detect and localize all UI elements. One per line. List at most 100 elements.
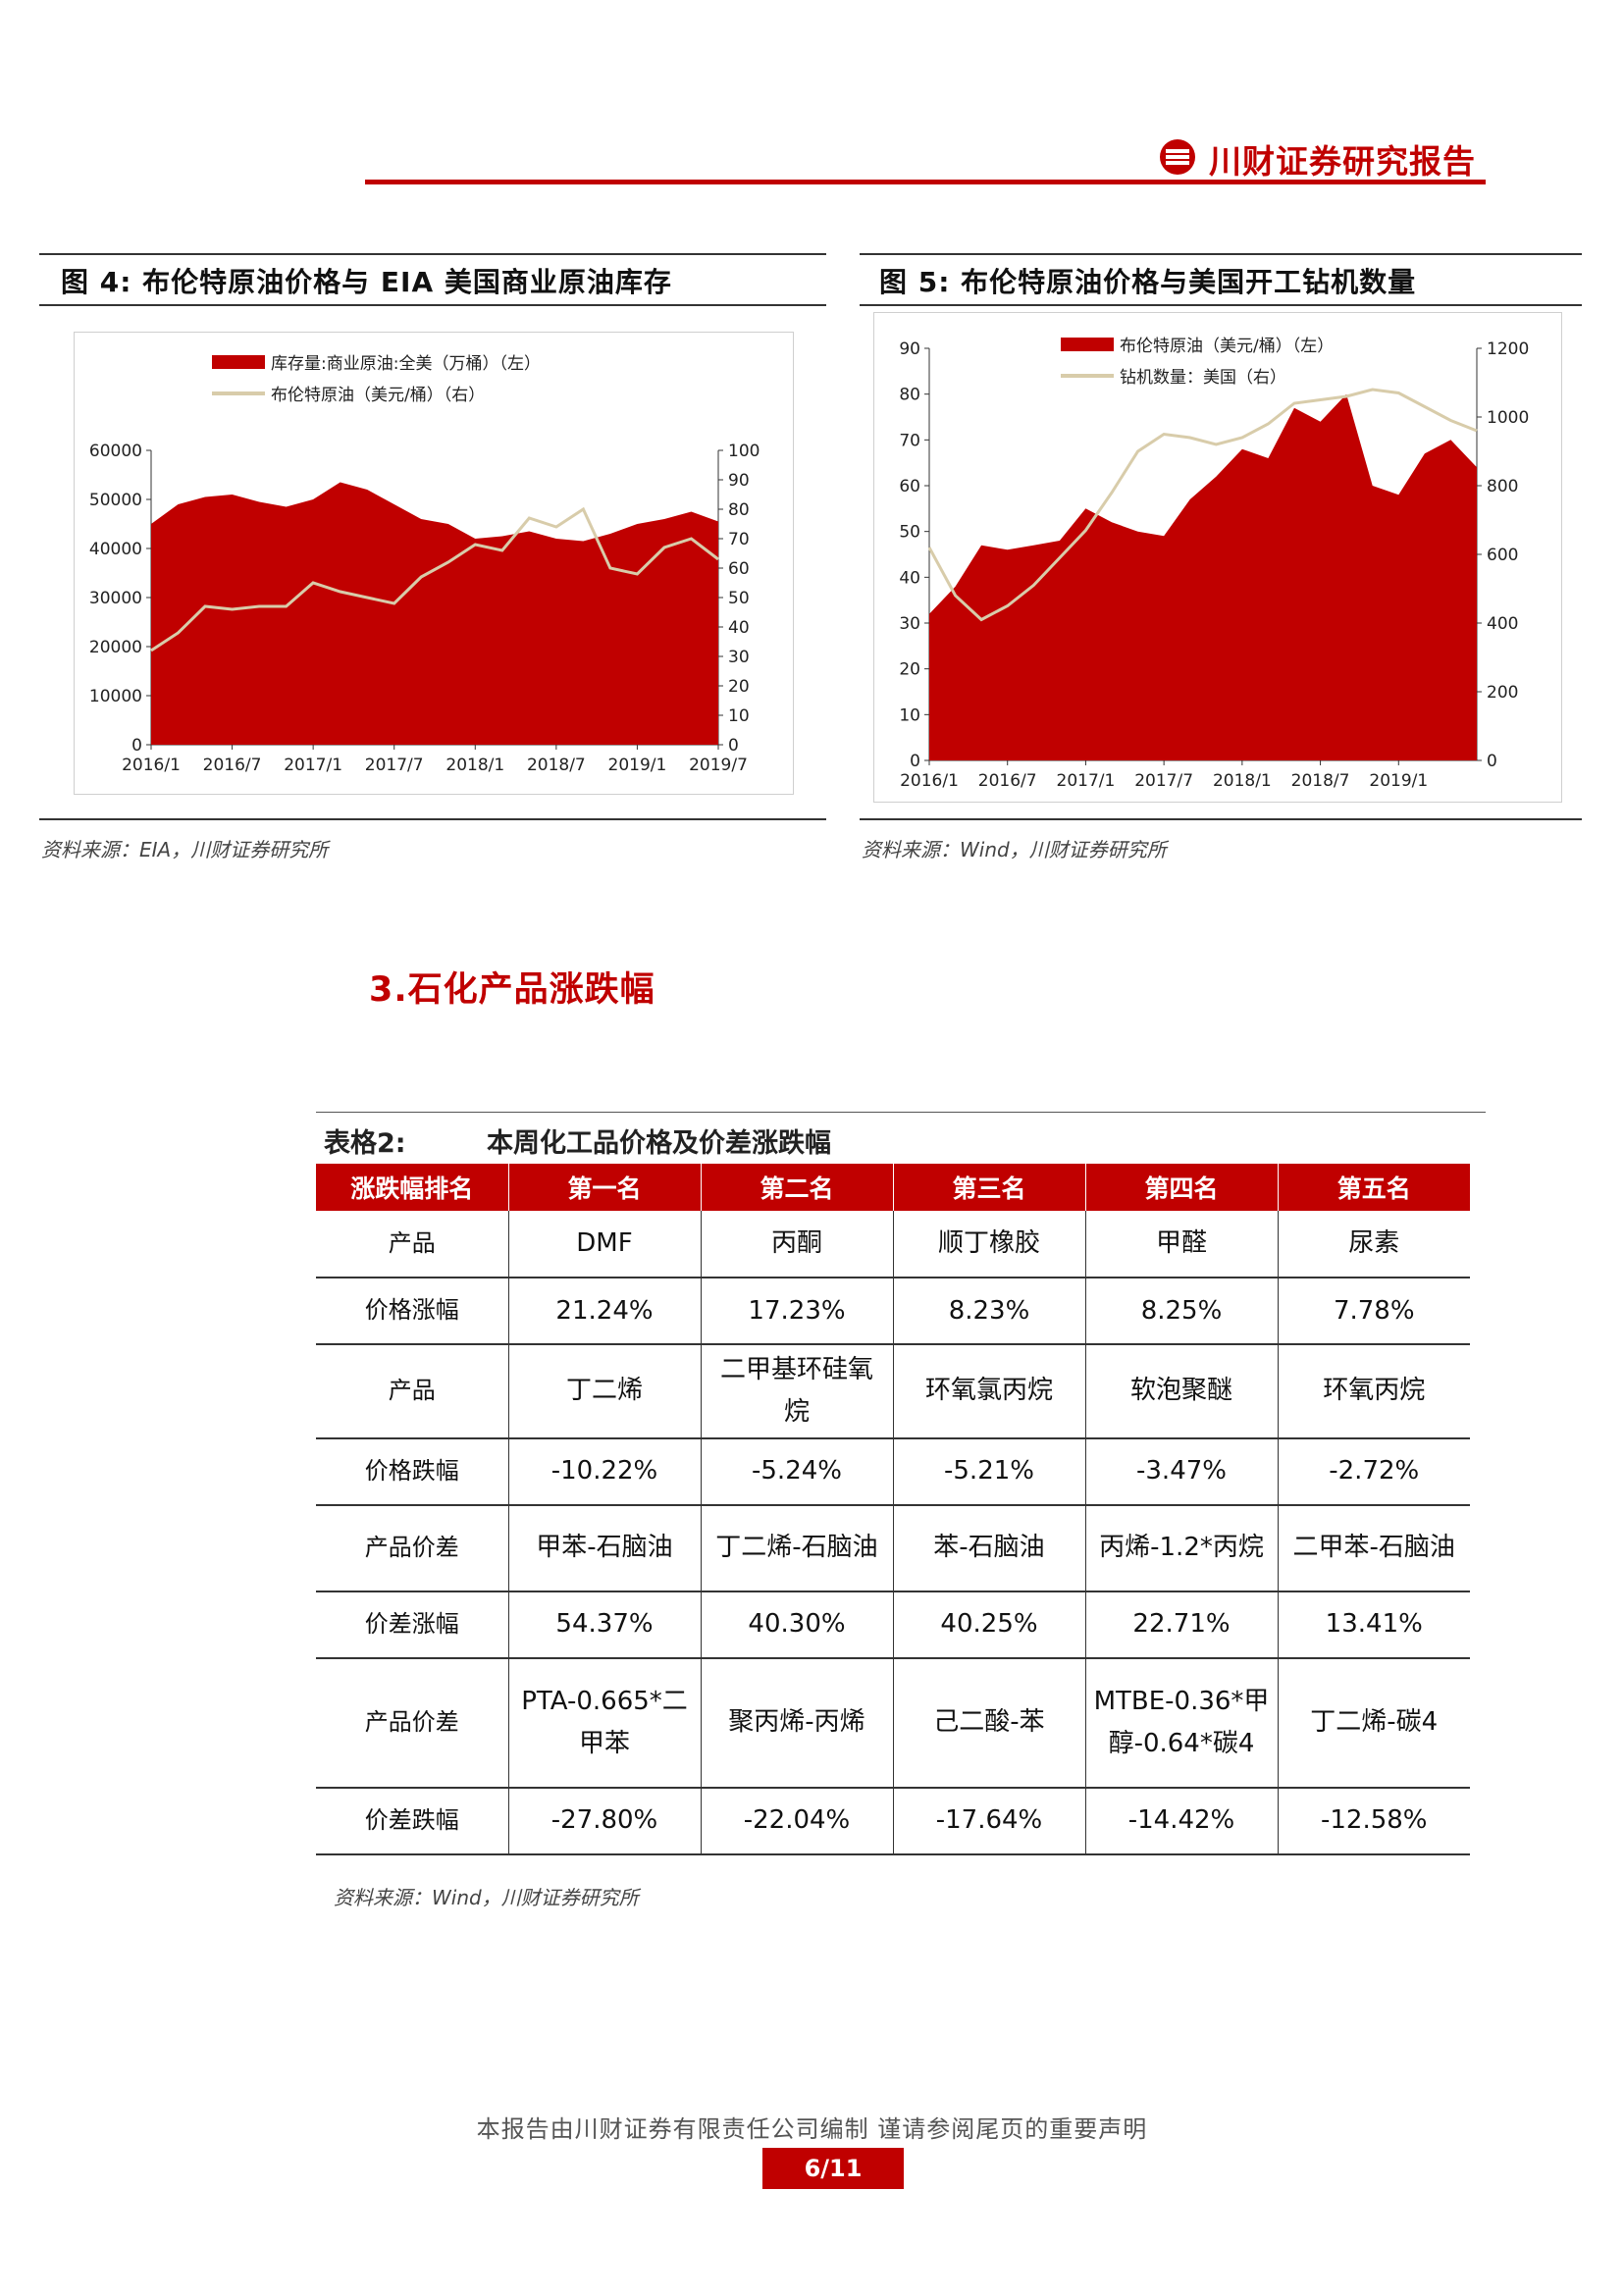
fig4-y-right-tick-label: 50 — [728, 589, 750, 608]
table-cell: 8.25% — [1085, 1278, 1279, 1345]
table-cell: -14.42% — [1085, 1787, 1279, 1855]
fig4-y-left-tick-label: 10000 — [89, 687, 142, 706]
fig4-top-line — [39, 253, 826, 255]
row-label: 产品 — [316, 1344, 509, 1439]
table-row: 价差涨幅 54.37% 40.30% 40.25% 22.71% 13.41% — [316, 1591, 1470, 1659]
fig5-legend-swatch — [1061, 338, 1114, 351]
fig5-y-left-tick-label: 50 — [899, 523, 920, 543]
table-cell: 环氧丙烷 — [1278, 1344, 1470, 1439]
fig5-legend-label: 布伦特原油（美元/桶）（左） — [1120, 337, 1334, 356]
fig4-chart-frame: 0 10000 20000 30000 40000 50000 60000 0 10 20 30 40… — [74, 332, 794, 795]
table-cell: 丁二烯-石脑油 — [701, 1504, 894, 1592]
fig5-top-line — [860, 253, 1582, 255]
fig4-x-tick-label: 2017/1 — [284, 756, 342, 775]
fig4-y-right-tick-label: 60 — [728, 559, 750, 579]
fig5-y-left-tick-label: 10 — [899, 705, 920, 725]
section-title: 3.石化产品涨跌幅 — [369, 970, 655, 1010]
fig4-y-left-tick-label: 50000 — [89, 491, 142, 510]
fig5-y-right-tick-label: 0 — [1487, 752, 1497, 771]
fig5-series-area — [929, 393, 1477, 760]
table-row: 价格跌幅 -10.22% -5.24% -5.21% -3.47% -2.72% — [316, 1437, 1470, 1506]
table-cell: 7.78% — [1278, 1278, 1470, 1345]
fig4-x-tick-label: 2018/7 — [527, 756, 586, 775]
table-cell: 尿素 — [1278, 1211, 1470, 1278]
fig5-x-tick-label: 2018/1 — [1213, 771, 1272, 791]
table-cell: 二甲基环硅氧烷 — [701, 1344, 894, 1439]
table-cell: 软泡聚醚 — [1085, 1344, 1279, 1439]
fig4-y-left-tick-label: 60000 — [89, 442, 142, 461]
fig4-series-area — [151, 482, 718, 745]
fig4-y-left-tick-label: 40000 — [89, 540, 142, 559]
fig4-x-tick-label: 2016/1 — [122, 756, 181, 775]
header-cell: 第一名 — [508, 1164, 702, 1211]
table-cell: 丙烯-1.2*丙烷 — [1085, 1504, 1279, 1592]
table-cell: 顺丁橡胶 — [893, 1211, 1086, 1278]
fig5-y-left-tick-label: 40 — [899, 568, 920, 588]
fig4-chart: 0 10000 20000 30000 40000 50000 60000 0 10 20 30 40… — [89, 354, 760, 775]
table-cell: PTA-0.665*二甲苯 — [508, 1657, 702, 1789]
fig4-legend-label: 布伦特原油（美元/桶）（右） — [271, 386, 485, 405]
table-row: 产品 丁二烯 二甲基环硅氧烷 环氧氯丙烷 软泡聚醚 环氧丙烷 — [316, 1344, 1470, 1439]
fig5-y-left-tick-label: 70 — [899, 431, 920, 450]
header-cell: 第五名 — [1278, 1164, 1470, 1211]
row-label: 产品价差 — [316, 1504, 509, 1592]
fig4-series-line — [150, 506, 719, 652]
table-cell: -27.80% — [508, 1787, 702, 1855]
table-top-line — [316, 1112, 1486, 1113]
fig5-y-right-tick-label: 400 — [1487, 614, 1518, 634]
fig4-y-right-tick-label: 20 — [728, 677, 750, 697]
table-cell: -5.21% — [893, 1437, 1086, 1506]
fig4-y-right-tick-label: 10 — [728, 706, 750, 726]
table-cell: -5.24% — [701, 1437, 894, 1506]
fig4-y-left-tick-label: 20000 — [89, 638, 142, 657]
fig5-x-tick-label: 2017/1 — [1057, 771, 1116, 791]
row-label: 产品 — [316, 1211, 509, 1278]
company-logo-icon — [1160, 139, 1195, 175]
table-cell: -3.47% — [1085, 1437, 1279, 1506]
header-cell: 第四名 — [1085, 1164, 1279, 1211]
fig4-y-right-tick-label: 30 — [728, 648, 750, 667]
table-header-row: 涨跌幅排名 第一名 第二名 第三名 第四名 第五名 — [316, 1164, 1470, 1211]
row-label: 价格跌幅 — [316, 1437, 509, 1506]
fig4-y-left-tick-label: 0 — [131, 736, 142, 756]
table-cell: 22.71% — [1085, 1591, 1279, 1659]
fig5-caption: 图 5: 布伦特原油价格与美国开工钻机数量 — [879, 266, 1417, 298]
fig5-chart: 0 10 20 30 40 50 60 70 80 90 0 200 400 600 800 1000 1200… — [899, 337, 1529, 791]
table-row: 产品价差 PTA-0.665*二甲苯 聚丙烯-丙烯 己二酸-苯 MTBE-0.36*甲醇… — [316, 1657, 1470, 1789]
fig5-y-right-tick-label: 800 — [1487, 477, 1518, 496]
table-cell: 40.30% — [701, 1591, 894, 1659]
fig5-legend-label: 钻机数量：美国（右） — [1120, 368, 1286, 388]
fig4-y-right-tick-label: 100 — [728, 442, 760, 461]
fig4-y-left-tick-label: 30000 — [89, 589, 142, 608]
fig4-legend-label: 库存量:商业原油:全美（万桶）（左） — [271, 354, 541, 374]
fig5-y-right-tick-label: 200 — [1487, 683, 1518, 703]
table-label: 表格2: — [324, 1128, 406, 1159]
fig4-x-tick-label: 2018/1 — [445, 756, 504, 775]
fig5-caption-line — [860, 304, 1582, 306]
fig4-legend-swatch — [212, 355, 265, 369]
table-row: 价差跌幅 -27.80% -22.04% -17.64% -14.42% -12.58% — [316, 1787, 1470, 1855]
fig4-x-tick-label: 2019/7 — [689, 756, 748, 775]
table-cell: 丙酮 — [701, 1211, 894, 1278]
fig5-y-left-tick-label: 30 — [899, 614, 920, 634]
table-cell: 13.41% — [1278, 1591, 1470, 1659]
fig5-y-left-tick-label: 20 — [899, 660, 920, 680]
header-cell: 涨跌幅排名 — [316, 1164, 509, 1211]
row-label: 价差跌幅 — [316, 1787, 509, 1855]
header-cell: 第二名 — [701, 1164, 894, 1211]
table-cell: 21.24% — [508, 1278, 702, 1345]
table-cell: 甲苯-石脑油 — [508, 1504, 702, 1592]
table-cell: 苯-石脑油 — [893, 1504, 1086, 1592]
table-cell: 丁二烯 — [508, 1344, 702, 1439]
fig5-x-tick-label: 2019/1 — [1369, 771, 1428, 791]
table-cell: 二甲苯-石脑油 — [1278, 1504, 1470, 1592]
table-cell: 环氧氯丙烷 — [893, 1344, 1086, 1439]
table-cell: -12.58% — [1278, 1787, 1470, 1855]
table-row: 产品 DMF 丙酮 顺丁橡胶 甲醛 尿素 — [316, 1211, 1470, 1278]
fig4-x-tick-label: 2016/7 — [203, 756, 262, 775]
header-rule — [365, 180, 1486, 184]
header-cell: 第三名 — [893, 1164, 1086, 1211]
fig5-y-right-tick-label: 1000 — [1487, 408, 1529, 428]
fig4-y-right-tick-label: 80 — [728, 500, 750, 520]
table-cell: 丁二烯-碳4 — [1278, 1657, 1470, 1789]
